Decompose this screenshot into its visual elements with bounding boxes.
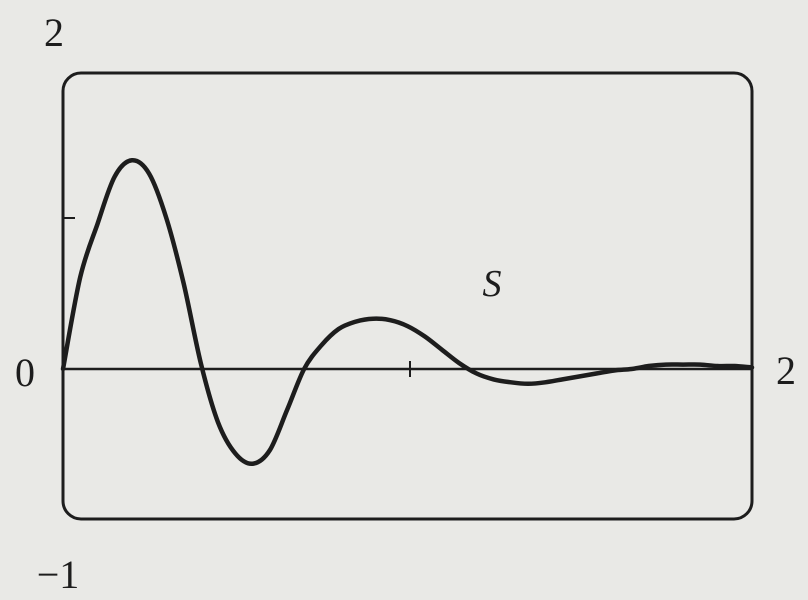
y-max-tick-label: 2 [44,10,64,55]
x-max-tick-label: 2 [776,348,796,393]
curve-s [60,158,755,466]
x-min-tick-label: 0 [15,350,35,395]
plot-frame [61,71,754,521]
y-min-tick-label: −1 [37,552,80,597]
curve-label: S [483,263,502,305]
